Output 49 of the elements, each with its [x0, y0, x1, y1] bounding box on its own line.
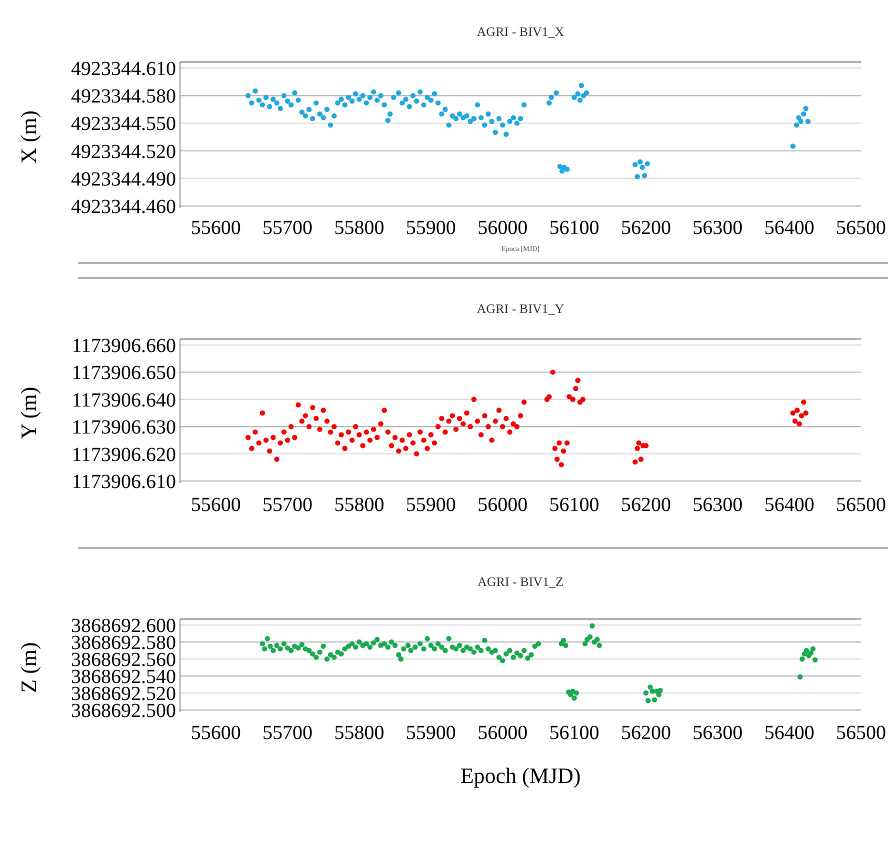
y-axis-title: Z (m): [16, 642, 41, 693]
x-tick-label: 56100: [549, 494, 600, 516]
y-tick-label: 4923344.520: [71, 140, 176, 163]
y-axis-title: Y (m): [16, 386, 41, 440]
y-tick-label: 1173906.640: [72, 389, 176, 412]
x-tick-label: 56100: [549, 722, 600, 744]
y-tick-label: 4923344.580: [71, 86, 176, 108]
x-tick-label: 56200: [620, 217, 671, 239]
y-tick-label: 4923344.490: [71, 168, 176, 190]
x-tick-label: 55800: [334, 722, 384, 744]
y-tick-label: 4923344.610: [71, 58, 176, 80]
y-axis-title: X (m): [16, 110, 41, 164]
x-axis-title: Epoch (MJD): [460, 763, 581, 788]
y-tick-label: 4923344.460: [71, 196, 176, 218]
x-tick-label: 56500: [836, 217, 886, 239]
y-tick-label: 1173906.660: [72, 335, 176, 357]
x-tick-label: 55600: [190, 722, 241, 744]
y-tick-label: 4923344.550: [71, 113, 176, 136]
x-tick-label: 56400: [764, 494, 814, 516]
x-tick-label: 55900: [406, 217, 456, 239]
x-tick-label: 56400: [764, 722, 814, 744]
y-tick-label: 1173906.620: [72, 444, 176, 466]
x-tick-label: 56300: [692, 494, 743, 516]
x-tick-label: 56500: [836, 494, 886, 516]
y-tick-label: 1173906.610: [72, 471, 176, 493]
x-tick-label: 56000: [478, 494, 528, 516]
x-tick-label: 55700: [262, 217, 313, 239]
chart-title: AGRI - BIV1_Z: [478, 574, 564, 589]
x-tick-label: 55900: [406, 722, 456, 744]
x-tick-label: 55800: [334, 494, 384, 516]
x-tick-label: 56000: [478, 217, 528, 239]
x-tick-label: 56200: [620, 722, 671, 744]
x-tick-label: 55900: [406, 494, 456, 516]
x-tick-label: 56100: [549, 217, 600, 239]
x-tick-label: 56400: [764, 217, 814, 239]
y-tick-label: 1173906.650: [72, 362, 176, 384]
y-tick-label: 1173906.630: [72, 416, 176, 439]
x-tick-label: 56500: [836, 722, 886, 744]
x-tick-label: 55600: [190, 494, 241, 516]
x-tick-label: 56000: [478, 722, 528, 744]
x-tick-label: 55600: [190, 217, 241, 239]
x-tick-label: 55700: [262, 722, 313, 744]
chart-title: AGRI - BIV1_X: [476, 24, 565, 39]
chart-title: AGRI - BIV1_Y: [476, 301, 565, 316]
x-tick-label: 56200: [620, 494, 671, 516]
x-tick-label: 55800: [334, 217, 384, 239]
x-tick-label: 56300: [692, 217, 743, 239]
x-tick-label: 55700: [262, 494, 313, 516]
x-tick-label: 56300: [692, 722, 743, 744]
